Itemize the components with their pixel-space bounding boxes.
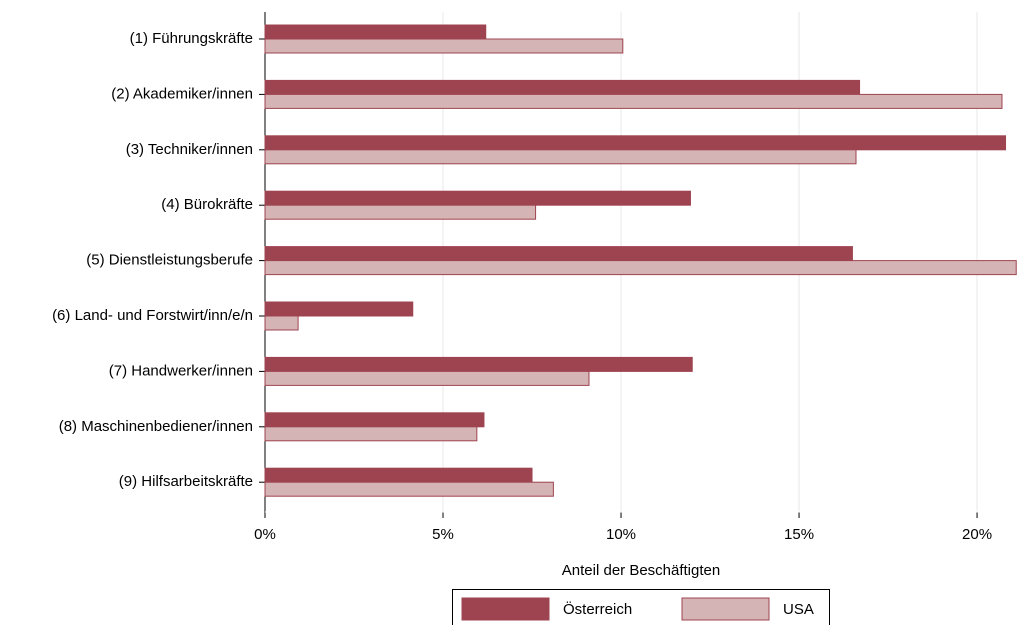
- bar: [264, 135, 1007, 151]
- bar: [264, 315, 299, 331]
- bar: [264, 79, 861, 95]
- y-tick-label: (4) Bürokräfte: [161, 196, 253, 213]
- bar: [264, 370, 590, 386]
- bar: [264, 356, 693, 372]
- y-tick-label: (3) Techniker/innen: [126, 141, 253, 158]
- x-tick-label: 5%: [432, 526, 454, 543]
- y-tick-label: (9) Hilfsarbeitskräfte: [119, 473, 253, 490]
- y-tick-label: (5) Dienstleistungsberufe: [86, 252, 253, 269]
- x-tick-label: 15%: [784, 526, 814, 543]
- y-tick-label: (1) Führungskräfte: [130, 30, 253, 47]
- y-tick-label: (2) Akademiker/innen: [111, 85, 253, 102]
- bar: [264, 301, 414, 317]
- x-tick-label: 20%: [962, 526, 992, 543]
- bar: [264, 467, 533, 483]
- x-tick-label: 10%: [606, 526, 636, 543]
- bar: [264, 204, 537, 220]
- legend-swatch: [461, 597, 550, 621]
- bar: [264, 412, 485, 428]
- y-tick-label: (8) Maschinenbediener/innen: [59, 418, 253, 435]
- legend-label: USA: [783, 601, 814, 618]
- bar: [264, 190, 691, 206]
- y-tick-label: (7) Handwerker/innen: [109, 362, 253, 379]
- bar: [264, 24, 487, 40]
- legend-label: Österreich: [563, 600, 632, 618]
- bar: [264, 246, 853, 262]
- bar: [264, 38, 624, 54]
- x-tick-label: 0%: [254, 526, 276, 543]
- bar: [264, 260, 1017, 276]
- y-tick-label: (6) Land- und Forstwirt/inn/e/n: [52, 307, 253, 324]
- bar: [264, 481, 554, 497]
- x-axis-label: Anteil der Beschäftigten: [562, 562, 720, 579]
- bar: [264, 426, 478, 442]
- bar: [264, 149, 857, 165]
- bar: [264, 93, 1003, 109]
- legend-swatch: [681, 597, 770, 621]
